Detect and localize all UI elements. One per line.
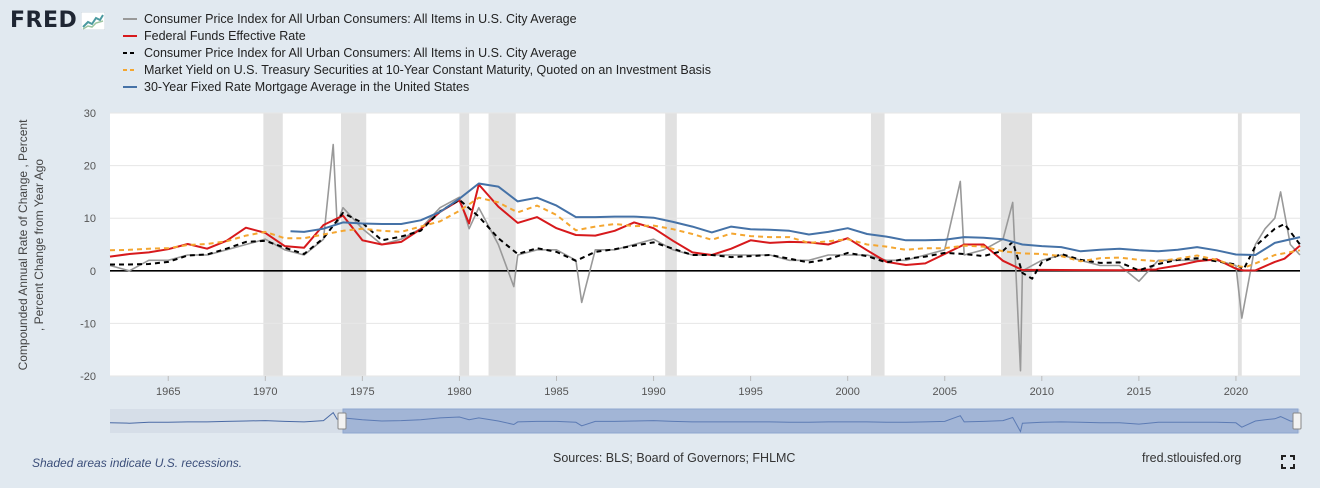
x-tick-label: 2000 — [835, 386, 859, 398]
legend-item[interactable]: Federal Funds Effective Rate — [122, 27, 711, 44]
series-line-1 — [109, 183, 1301, 272]
legend-label: Federal Funds Effective Rate — [144, 28, 306, 43]
legend-item[interactable]: Market Yield on U.S. Treasury Securities… — [122, 62, 711, 79]
y-tick-label: -10 — [80, 318, 96, 330]
y-axis-label-line2: , Percent Change from Year Ago — [32, 159, 46, 331]
recession-band — [263, 113, 283, 376]
navigator-left-handle[interactable] — [337, 412, 347, 430]
legend-item[interactable]: Consumer Price Index for All Urban Consu… — [122, 44, 711, 61]
range-navigator[interactable] — [109, 408, 1302, 434]
y-axis-label-line1: Compounded Annual Rate of Change , Perce… — [16, 119, 30, 371]
x-tick-label: 1970 — [253, 386, 277, 398]
x-tick-label: 1965 — [156, 386, 180, 398]
y-tick-label: -20 — [80, 371, 96, 383]
x-tick-label: 1995 — [738, 386, 762, 398]
recession-band — [459, 113, 470, 376]
site-link[interactable]: fred.stlouisfed.org — [1142, 451, 1242, 465]
x-tick-label: 2015 — [1127, 386, 1151, 398]
legend-label: Consumer Price Index for All Urban Consu… — [144, 45, 577, 60]
y-tick-label: 0 — [90, 266, 96, 278]
y-axis-ticks: 30 20 10 0 -10 -20 — [80, 108, 96, 383]
fullscreen-icon[interactable] — [1281, 455, 1295, 469]
legend-label: Consumer Price Index for All Urban Consu… — [144, 11, 577, 26]
fred-logo-text: FRED — [10, 8, 78, 33]
x-tick-label: 2005 — [933, 386, 957, 398]
y-tick-label: 10 — [84, 213, 96, 225]
recession-note: Shaded areas indicate U.S. recessions. — [32, 456, 243, 470]
x-tick-label: 1985 — [544, 386, 568, 398]
legend-swatch — [123, 86, 137, 89]
recession-band — [870, 113, 885, 376]
recession-band — [665, 113, 677, 376]
x-axis-ticks: 1965 1970 1975 1980 1985 1990 1995 2000 2005 2010… — [156, 376, 1248, 398]
x-tick-label: 1990 — [641, 386, 665, 398]
y-tick-label: 30 — [84, 108, 96, 120]
sources-text: Sources: BLS; Board of Governors; FHLMC — [553, 451, 796, 465]
fred-chart-logo-icon — [81, 11, 106, 30]
recession-bands — [263, 113, 1242, 376]
recession-band — [341, 113, 367, 376]
legend: Consumer Price Index for All Urban Consu… — [122, 10, 711, 96]
plot-area — [110, 113, 1300, 376]
recession-band — [488, 113, 516, 376]
legend-swatch — [123, 17, 137, 20]
series-line-2 — [110, 198, 1301, 280]
legend-item[interactable]: Consumer Price Index for All Urban Consu… — [122, 10, 711, 27]
legend-swatch — [123, 34, 137, 37]
y-tick-label: 20 — [84, 161, 96, 173]
series-lines — [109, 143, 1301, 372]
x-tick-label: 1975 — [350, 386, 374, 398]
y-axis-title: Compounded Annual Rate of Change , Perce… — [16, 119, 46, 371]
legend-swatch — [123, 51, 137, 54]
fred-logo[interactable]: FRED — [10, 8, 106, 33]
series-line-0 — [109, 143, 1301, 372]
legend-label: 30-Year Fixed Rate Mortgage Average in t… — [144, 80, 470, 95]
legend-item[interactable]: 30-Year Fixed Rate Mortgage Average in t… — [122, 79, 711, 96]
series-line-4 — [290, 182, 1301, 256]
x-tick-label: 2020 — [1224, 386, 1248, 398]
legend-label: Market Yield on U.S. Treasury Securities… — [144, 63, 711, 78]
x-tick-label: 2010 — [1030, 386, 1054, 398]
recession-band — [1237, 113, 1242, 376]
navigator-right-handle[interactable] — [1292, 412, 1302, 430]
navigator-selection[interactable] — [342, 408, 1299, 434]
x-tick-label: 1980 — [447, 386, 471, 398]
legend-swatch — [123, 69, 137, 72]
